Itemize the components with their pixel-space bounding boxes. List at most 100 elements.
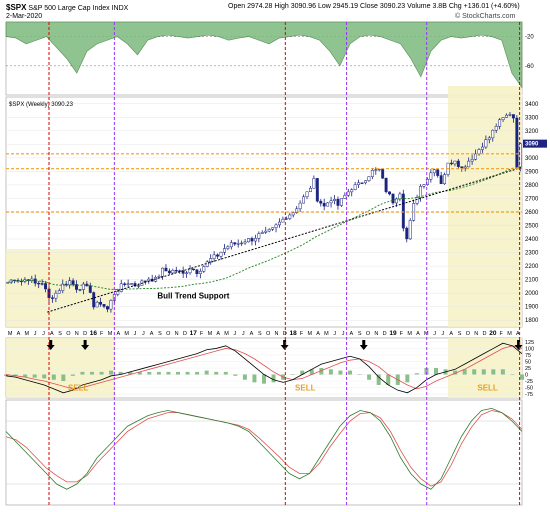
- candle-body: [491, 129, 495, 139]
- month-tick-label: O: [166, 331, 171, 337]
- candle-body: [364, 180, 367, 184]
- macd-tick-label: -50: [525, 386, 533, 392]
- macd-histogram-bar: [51, 374, 56, 380]
- month-tick-label: J: [233, 331, 236, 337]
- candle-body: [419, 186, 422, 198]
- candle-body: [474, 153, 478, 160]
- month-tick-label: M: [25, 331, 30, 337]
- month-tick-label: M: [8, 331, 13, 337]
- sell-label: SELL: [295, 384, 316, 393]
- low-label: Low: [317, 3, 331, 10]
- month-tick-label: D: [83, 331, 87, 337]
- candle-body: [336, 198, 340, 206]
- month-tick-label: S: [158, 331, 162, 337]
- macd-signal-line: [5, 345, 523, 390]
- price-tick-label: 2600: [525, 210, 539, 216]
- candle-body: [143, 280, 147, 282]
- candle-body: [505, 114, 508, 118]
- bull-trend-annotation: Bull Trend Support: [157, 292, 229, 301]
- candle-body: [518, 143, 522, 168]
- macd-histogram-bar: [510, 374, 515, 376]
- candle-body: [64, 283, 68, 286]
- candle-body: [78, 289, 82, 291]
- macd-histogram-bar: [290, 374, 295, 376]
- candle-body: [350, 189, 354, 193]
- macd-histogram-bar: [195, 371, 200, 375]
- candle-body: [236, 243, 240, 245]
- macd-histogram-bar: [434, 368, 438, 375]
- candle-body: [353, 184, 357, 190]
- candle-body: [339, 198, 343, 206]
- candle-body: [374, 169, 378, 171]
- candle-body: [470, 159, 474, 162]
- month-tick-label: 17: [190, 330, 198, 337]
- candle-body: [243, 241, 247, 244]
- candle-body: [167, 270, 171, 274]
- price-tick-label: 3200: [525, 129, 539, 135]
- month-tick-label: J: [242, 331, 245, 337]
- candle-body: [322, 203, 326, 207]
- macd-tick-label: 100: [525, 346, 534, 352]
- macd-histogram-bar: [176, 371, 180, 375]
- candle-body: [61, 283, 65, 291]
- rsi-tick-label: -60: [525, 64, 534, 70]
- macd-histogram-bar: [491, 369, 496, 375]
- macd-histogram-bar: [42, 374, 47, 379]
- high-value: 3090.96: [290, 3, 317, 10]
- symbol-label: $SPX: [6, 3, 27, 12]
- macd-histogram-bar: [348, 370, 352, 375]
- candle-body: [401, 193, 405, 229]
- macd-tick-label: 25: [525, 366, 531, 372]
- macd-histogram-bar: [262, 374, 266, 384]
- macd-histogram-bar: [472, 369, 477, 375]
- month-tick-label: S: [58, 331, 62, 337]
- candle-body: [443, 174, 447, 184]
- candle-body: [329, 200, 333, 204]
- macd-histogram-bar: [376, 374, 381, 385]
- macd-histogram-bar: [61, 374, 66, 382]
- month-tick-label: A: [50, 331, 54, 337]
- macd-histogram-bar: [481, 369, 486, 375]
- month-tick-label: N: [274, 331, 278, 337]
- macd-histogram-bar: [319, 368, 324, 375]
- candle-body: [157, 276, 161, 278]
- macd-histogram-bar: [147, 371, 152, 375]
- candle-body: [178, 270, 182, 272]
- close-value: 3090.23: [379, 3, 406, 10]
- month-tick-label: D: [183, 331, 187, 337]
- chart-date: 2-Mar-2020: [6, 13, 42, 20]
- candle-body: [319, 200, 323, 204]
- sell-arrow-icon: [514, 340, 523, 350]
- candle-body: [99, 301, 103, 305]
- candle-body: [281, 218, 285, 223]
- change-value: Chg +136.01 (+4.60%): [448, 3, 520, 10]
- month-tick-label: A: [17, 331, 21, 337]
- macd-line: [5, 342, 523, 394]
- month-tick-label: J: [433, 331, 436, 337]
- candle-body: [436, 169, 440, 176]
- candle-body: [415, 197, 419, 204]
- candle-body: [202, 266, 206, 272]
- macd-histogram-bar: [128, 371, 133, 375]
- candle-body: [267, 229, 271, 232]
- candle-body: [92, 292, 96, 308]
- candle-body: [40, 283, 44, 285]
- price-tick-label: 2400: [525, 237, 539, 243]
- month-tick-label: M: [224, 331, 229, 337]
- month-tick-label: A: [250, 331, 254, 337]
- price-tick-label: 2900: [525, 169, 539, 175]
- chart-title: $SPX S&P 500 Large Cap Index INDX: [6, 3, 128, 12]
- candle-body: [298, 202, 302, 210]
- candle-body: [30, 278, 34, 281]
- month-tick-label: J: [142, 331, 145, 337]
- price-tick-label: 2700: [525, 196, 539, 202]
- month-tick-label: O: [266, 331, 271, 337]
- price-tick-label: 3300: [525, 115, 539, 121]
- candle-body: [408, 220, 412, 240]
- month-tick-label: M: [507, 331, 512, 337]
- candle-body: [161, 267, 164, 277]
- candle-body: [467, 160, 471, 168]
- month-tick-label: M: [124, 331, 129, 337]
- candle-body: [508, 114, 512, 116]
- candle-body: [278, 221, 281, 226]
